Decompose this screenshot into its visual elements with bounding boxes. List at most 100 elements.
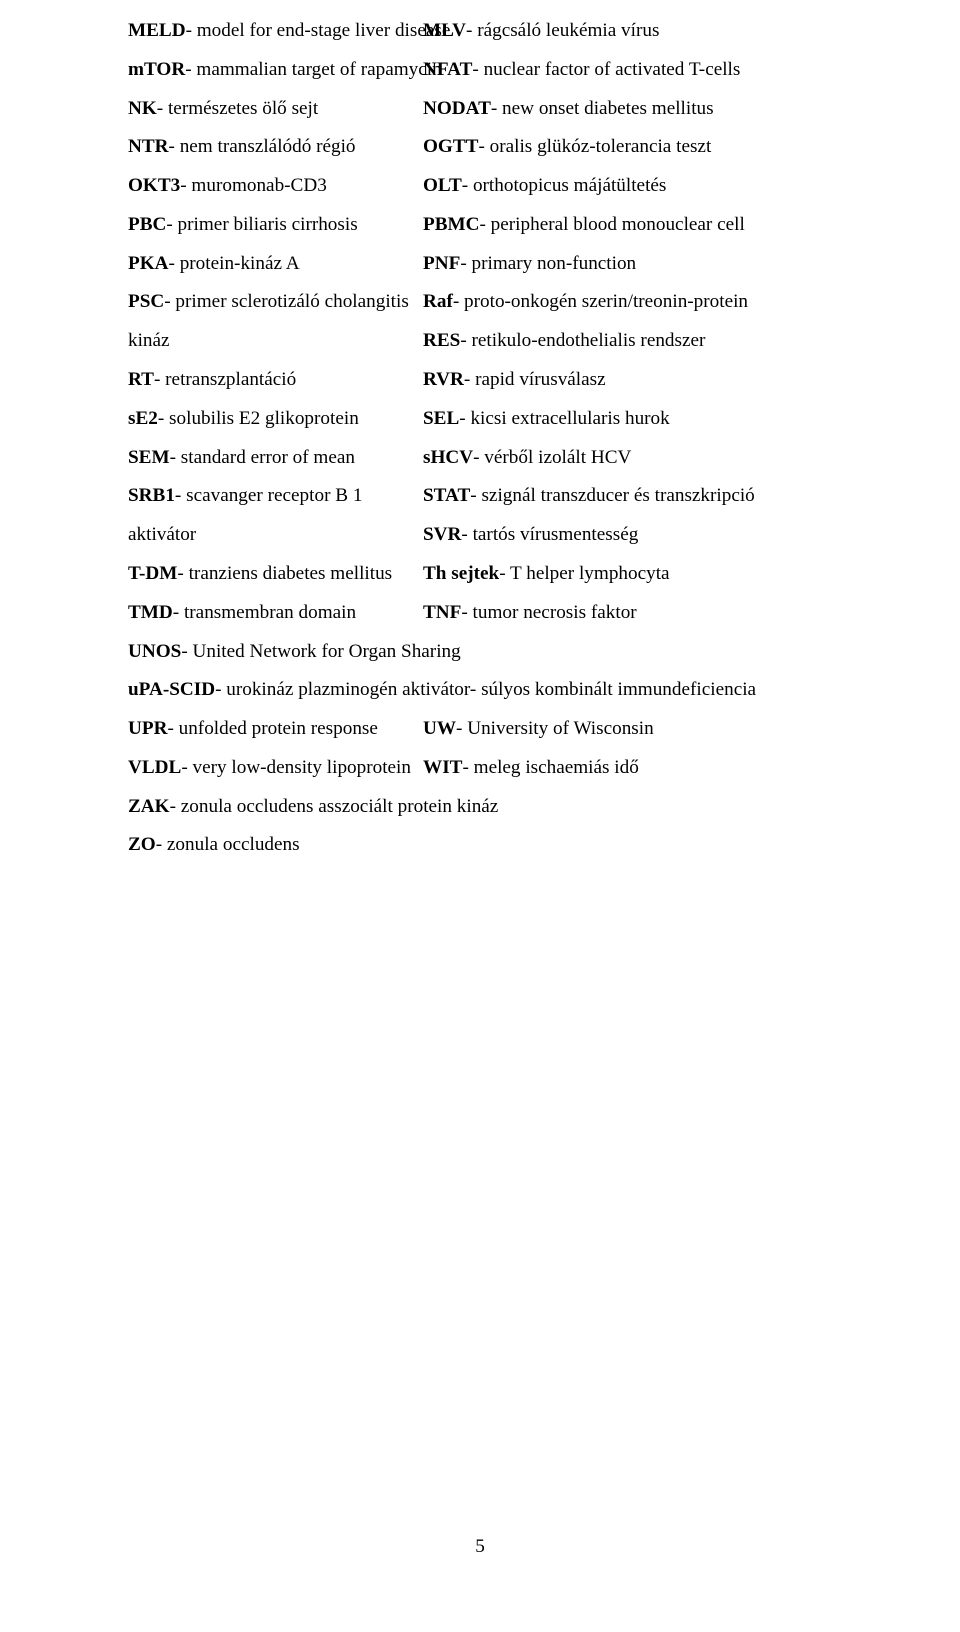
left-abbr: TMD <box>128 602 173 623</box>
left-abbr: NTR <box>128 136 169 157</box>
right-abbr: RVR <box>423 369 464 390</box>
left-def: - model for end-stage liver disease <box>186 20 451 41</box>
left-entry: UPR- unfolded protein response <box>128 718 378 739</box>
right-entry: SVR- tartós vírusmentesség <box>423 516 638 555</box>
right-entry: MLV- rágcsáló leukémia vírus <box>423 12 659 51</box>
abbrev-row: MELD- model for end-stage liver diseaseM… <box>128 12 900 51</box>
right-def: - rágcsáló leukémia vírus <box>466 20 659 41</box>
left-def: - zonula occludens <box>156 834 300 855</box>
left-abbr: SEM <box>128 447 170 468</box>
right-entry: OLT- orthotopicus májátültetés <box>423 167 666 206</box>
left-entry: UNOS- United Network for Organ Sharing <box>128 641 461 662</box>
left-def: - protein-kináz A <box>169 253 300 274</box>
right-entry: sHCV- vérből izolált HCV <box>423 439 631 478</box>
right-abbr: Th sejtek <box>423 563 499 584</box>
left-def: - urokináz plazminogén aktivátor- súlyos… <box>215 679 756 700</box>
left-abbr: uPA-SCID <box>128 679 215 700</box>
left-def: - primer sclerotizáló cholangitis <box>164 291 409 312</box>
left-entry: PSC- primer sclerotizáló cholangitis <box>128 291 409 312</box>
abbrev-row: UNOS- United Network for Organ Sharing <box>128 633 900 672</box>
left-abbr: ZO <box>128 834 156 855</box>
left-entry: NTR- nem transzlálódó régió <box>128 136 356 157</box>
abbrev-row: T-DM- tranziens diabetes mellitusTh sejt… <box>128 555 900 594</box>
left-abbr: SRB1 <box>128 485 175 506</box>
right-def: - kicsi extracellularis hurok <box>459 408 669 429</box>
left-entry: VLDL- very low-density lipoprotein <box>128 757 411 778</box>
right-abbr: TNF <box>423 602 461 623</box>
right-abbr: NODAT <box>423 98 491 119</box>
right-abbr: RES <box>423 330 460 351</box>
right-entry: OGTT- oralis glükóz-tolerancia teszt <box>423 128 711 167</box>
right-abbr: PNF <box>423 253 460 274</box>
abbrev-row: mTOR- mammalian target of rapamycinNFAT-… <box>128 51 900 90</box>
left-def: - primer biliaris cirrhosis <box>166 214 357 235</box>
left-abbr: PKA <box>128 253 169 274</box>
right-def: - nuclear factor of activated T-cells <box>472 59 740 80</box>
right-def: - vérből izolált HCV <box>473 447 631 468</box>
right-def: - meleg ischaemiás idő <box>462 757 638 778</box>
left-entry: RT- retranszplantáció <box>128 369 296 390</box>
left-def: - scavanger receptor B 1 <box>175 485 363 506</box>
left-def: - United Network for Organ Sharing <box>181 641 460 662</box>
right-entry: TNF- tumor necrosis faktor <box>423 594 637 633</box>
left-entry: aktivátor <box>128 524 196 545</box>
left-abbr: OKT3 <box>128 175 180 196</box>
left-abbr: NK <box>128 98 157 119</box>
right-entry: Raf- proto-onkogén szerin/treonin-protei… <box>423 283 748 322</box>
left-def: - mammalian target of rapamycin <box>185 59 441 80</box>
page-number: 5 <box>0 1536 960 1558</box>
left-entry: uPA-SCID- urokináz plazminogén aktivátor… <box>128 679 756 700</box>
abbrev-row: sE2- solubilis E2 glikoprotein SEL- kicsi… <box>128 400 900 439</box>
right-def: - primary non-function <box>460 253 636 274</box>
right-def: - orthotopicus májátültetés <box>462 175 667 196</box>
right-entry: NFAT- nuclear factor of activated T-cell… <box>423 51 740 90</box>
left-abbr: UPR <box>128 718 167 739</box>
right-def: - peripheral blood monouclear cell <box>480 214 745 235</box>
left-def: - unfolded protein response <box>167 718 377 739</box>
abbrev-row: ZO- zonula occludens <box>128 826 900 865</box>
left-abbr: PBC <box>128 214 166 235</box>
abbrev-row: OKT3- muromonab-CD3 OLT- orthotopicus máj… <box>128 167 900 206</box>
abbrev-row: NTR- nem transzlálódó régió OGTT- oralis … <box>128 128 900 167</box>
left-def: aktivátor <box>128 524 196 545</box>
abbrev-row: UPR- unfolded protein response UW- Univer… <box>128 710 900 749</box>
abbrev-row: SRB1- scavanger receptor B 1 STAT- szigná… <box>128 477 900 516</box>
right-def: - tumor necrosis faktor <box>461 602 636 623</box>
left-entry: SRB1- scavanger receptor B 1 <box>128 485 362 506</box>
left-abbr: sE2 <box>128 408 158 429</box>
left-entry: ZO- zonula occludens <box>128 834 300 855</box>
right-entry: PNF- primary non-function <box>423 245 636 284</box>
right-entry: Th sejtek- T helper lymphocyta <box>423 555 670 594</box>
right-abbr: sHCV <box>423 447 473 468</box>
left-entry: NK- természetes ölő sejt <box>128 98 318 119</box>
right-def: - T helper lymphocyta <box>499 563 669 584</box>
abbrev-row: aktivátor SVR- tartós vírusmentesség <box>128 516 900 555</box>
right-def: - oralis glükóz-tolerancia teszt <box>478 136 711 157</box>
abbreviation-page: MELD- model for end-stage liver diseaseM… <box>0 0 960 865</box>
left-def: - tranziens diabetes mellitus <box>177 563 392 584</box>
abbrev-row: ZAK- zonula occludens asszociált protein… <box>128 788 900 827</box>
left-entry: sE2- solubilis E2 glikoprotein <box>128 408 359 429</box>
abbrev-row: PSC- primer sclerotizáló cholangitis Raf-… <box>128 283 900 322</box>
right-entry: SEL- kicsi extracellularis hurok <box>423 400 670 439</box>
abbrev-row: kinázRES- retikulo-endothelialis rendsze… <box>128 322 900 361</box>
left-def: - transmembran domain <box>173 602 356 623</box>
left-abbr: MELD <box>128 20 186 41</box>
left-def: - very low-density lipoprotein <box>181 757 411 778</box>
left-def: - muromonab-CD3 <box>180 175 327 196</box>
right-def: - University of Wisconsin <box>456 718 654 739</box>
abbrev-row: PBC- primer biliaris cirrhosis PBMC- peri… <box>128 206 900 245</box>
right-entry: PBMC- peripheral blood monouclear cell <box>423 206 745 245</box>
left-entry: mTOR- mammalian target of rapamycin <box>128 59 442 80</box>
left-abbr: ZAK <box>128 796 170 817</box>
right-abbr: OLT <box>423 175 462 196</box>
left-entry: MELD- model for end-stage liver disease <box>128 20 450 41</box>
right-abbr: PBMC <box>423 214 480 235</box>
right-entry: STAT- szignál transzducer és transzkripc… <box>423 477 755 516</box>
left-entry: SEM- standard error of mean <box>128 447 355 468</box>
right-abbr: UW <box>423 718 456 739</box>
left-abbr: mTOR <box>128 59 185 80</box>
right-entry: NODAT- new onset diabetes mellitus <box>423 90 714 129</box>
right-abbr: OGTT <box>423 136 478 157</box>
left-def: - természetes ölő sejt <box>157 98 318 119</box>
